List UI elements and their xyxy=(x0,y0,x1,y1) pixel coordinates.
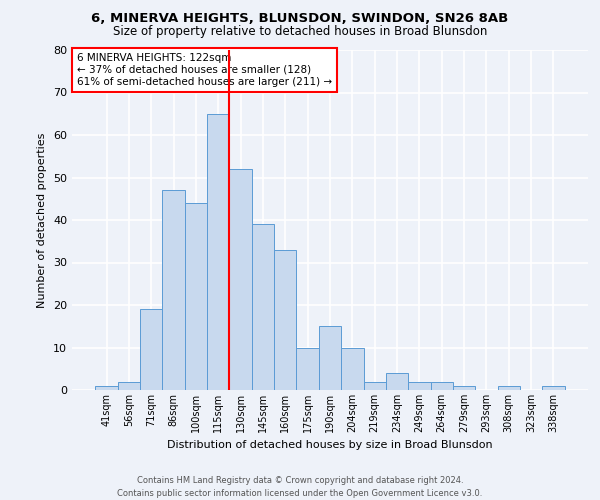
Bar xyxy=(497,386,520,390)
Bar xyxy=(207,114,229,390)
Bar xyxy=(252,224,274,390)
Bar xyxy=(408,382,431,390)
Bar xyxy=(453,386,475,390)
Bar xyxy=(542,386,565,390)
X-axis label: Distribution of detached houses by size in Broad Blunsdon: Distribution of detached houses by size … xyxy=(167,440,493,450)
Y-axis label: Number of detached properties: Number of detached properties xyxy=(37,132,47,308)
Bar xyxy=(95,386,118,390)
Bar xyxy=(163,190,185,390)
Bar xyxy=(185,203,207,390)
Bar xyxy=(364,382,386,390)
Bar xyxy=(274,250,296,390)
Bar xyxy=(319,326,341,390)
Text: Contains HM Land Registry data © Crown copyright and database right 2024.
Contai: Contains HM Land Registry data © Crown c… xyxy=(118,476,482,498)
Bar xyxy=(386,373,408,390)
Bar xyxy=(118,382,140,390)
Text: 6, MINERVA HEIGHTS, BLUNSDON, SWINDON, SN26 8AB: 6, MINERVA HEIGHTS, BLUNSDON, SWINDON, S… xyxy=(91,12,509,26)
Bar xyxy=(140,309,163,390)
Text: 6 MINERVA HEIGHTS: 122sqm
← 37% of detached houses are smaller (128)
61% of semi: 6 MINERVA HEIGHTS: 122sqm ← 37% of detac… xyxy=(77,54,332,86)
Bar xyxy=(229,169,252,390)
Text: Size of property relative to detached houses in Broad Blunsdon: Size of property relative to detached ho… xyxy=(113,25,487,38)
Bar xyxy=(431,382,453,390)
Bar xyxy=(296,348,319,390)
Bar xyxy=(341,348,364,390)
